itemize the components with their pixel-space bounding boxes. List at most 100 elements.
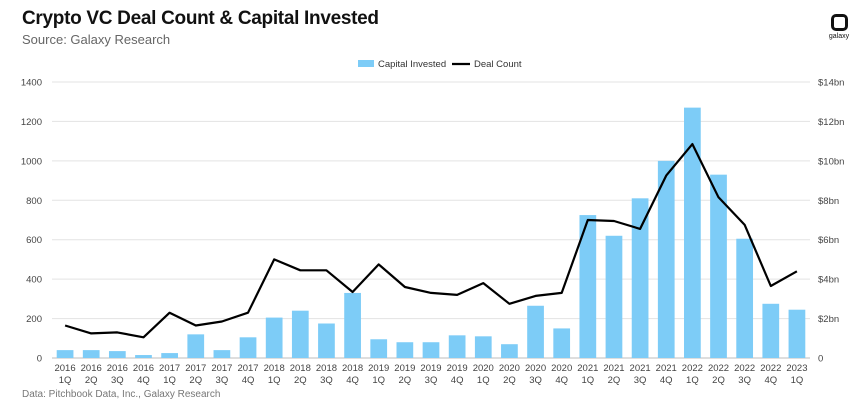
- x-tick-label-year: 2017: [237, 363, 258, 374]
- capital-invested-bar: [736, 238, 754, 358]
- x-tick-label-quarter: 3Q: [320, 375, 333, 386]
- y-left-tick-label: 1000: [21, 156, 42, 167]
- deal-count-line: [64, 143, 798, 339]
- x-tick-label-year: 2019: [394, 363, 415, 374]
- x-tick-label-quarter: 2Q: [503, 375, 516, 386]
- capital-invested-bar: [187, 334, 205, 358]
- x-tick-label-year: 2022: [708, 363, 729, 374]
- y-right-tick-label: $8bn: [818, 196, 839, 207]
- legend-label-deal-count: Deal Count: [474, 59, 522, 70]
- x-tick-label-year: 2022: [734, 363, 755, 374]
- y-right-tick-label: $10bn: [818, 156, 844, 167]
- capital-invested-bar: [135, 355, 152, 358]
- capital-invested-bar: [239, 337, 257, 358]
- capital-invested-bar: [788, 309, 806, 358]
- y-left-tick-label: 1400: [21, 78, 42, 89]
- galaxy-logo: galaxy: [824, 14, 854, 48]
- x-tick-label-year: 2021: [630, 363, 651, 374]
- x-tick-label-year: 2017: [159, 363, 180, 374]
- x-tick-label-quarter: 4Q: [346, 375, 359, 386]
- capital-invested-bar: [657, 160, 675, 358]
- chart-title: Crypto VC Deal Count & Capital Invested: [22, 8, 379, 29]
- capital-invested-bar: [370, 339, 388, 358]
- x-tick-label-year: 2016: [107, 363, 128, 374]
- x-tick-label-quarter: 2Q: [712, 375, 725, 386]
- x-tick-label-quarter: 4Q: [660, 375, 673, 386]
- x-tick-label-quarter: 1Q: [477, 375, 490, 386]
- x-tick-label-year: 2022: [760, 363, 781, 374]
- x-tick-label-quarter: 1Q: [163, 375, 176, 386]
- x-tick-label-year: 2017: [211, 363, 232, 374]
- y-right-tick-label: $2bn: [818, 314, 839, 325]
- capital-invested-bar: [213, 350, 231, 358]
- x-tick-label-quarter: 3Q: [529, 375, 542, 386]
- x-tick-label-quarter: 1Q: [686, 375, 699, 386]
- y-right-tick-label: $14bn: [818, 78, 844, 89]
- x-tick-label-year: 2020: [525, 363, 546, 374]
- capital-invested-bar: [82, 350, 100, 358]
- y-right-tick-label: $4bn: [818, 275, 839, 286]
- legend-label-capital-invested: Capital Invested: [378, 59, 446, 70]
- capital-invested-bar: [318, 323, 335, 358]
- x-tick-label-quarter: 2Q: [608, 375, 621, 386]
- x-tick-label-year: 2016: [81, 363, 102, 374]
- capital-invested-bar: [579, 215, 597, 358]
- capital-invested-bar: [448, 335, 466, 358]
- y-right-tick-label: $6bn: [818, 235, 839, 246]
- capital-invested-bar: [474, 336, 492, 358]
- capital-invested-bar: [605, 235, 623, 358]
- y-right-tick-label: $12bn: [818, 117, 844, 128]
- x-tick-label-year: 2018: [264, 363, 285, 374]
- capital-invested-bar: [527, 305, 544, 358]
- x-tick-label-quarter: 3Q: [738, 375, 751, 386]
- y-left-tick-label: 400: [26, 275, 42, 286]
- capital-invested-bar: [422, 342, 440, 358]
- x-tick-label-year: 2017: [185, 363, 206, 374]
- capital-invested-bar: [684, 107, 701, 358]
- x-tick-label-year: 2019: [368, 363, 389, 374]
- x-tick-label-quarter: 2Q: [399, 375, 412, 386]
- capital-invested-bar: [161, 353, 178, 358]
- x-tick-label-quarter: 1Q: [59, 375, 72, 386]
- y-right-tick-label: 0: [818, 354, 823, 365]
- x-tick-label-year: 2019: [447, 363, 468, 374]
- capital-invested-bar: [762, 303, 780, 358]
- x-tick-label-quarter: 2Q: [294, 375, 307, 386]
- x-tick-label-quarter: 1Q: [581, 375, 594, 386]
- galaxy-logo-text: galaxy: [828, 33, 850, 40]
- x-tick-label-year: 2020: [473, 363, 494, 374]
- x-tick-label-year: 2020: [551, 363, 572, 374]
- x-tick-label-quarter: 3Q: [111, 375, 124, 386]
- capital-invested-bar: [56, 350, 74, 358]
- footer-note: Data: Pitchbook Data, Inc., Galaxy Resea…: [22, 389, 221, 400]
- x-tick-label-year: 2018: [342, 363, 363, 374]
- capital-invested-bar: [710, 174, 727, 358]
- legend-swatch-capital-invested: [358, 60, 374, 67]
- x-tick-label-year: 2018: [316, 363, 337, 374]
- galaxy-logo-icon: [830, 14, 848, 31]
- x-tick-label-year: 2018: [290, 363, 311, 374]
- capital-invested-bar: [108, 351, 126, 358]
- y-left-tick-label: 800: [26, 196, 42, 207]
- y-left-tick-label: 0: [37, 354, 42, 365]
- x-tick-label-quarter: 2Q: [85, 375, 98, 386]
- x-tick-label-year: 2019: [420, 363, 441, 374]
- y-left-tick-label: 600: [26, 235, 42, 246]
- x-tick-label-year: 2016: [133, 363, 154, 374]
- x-tick-label-quarter: 1Q: [791, 375, 804, 386]
- x-tick-label-year: 2021: [603, 363, 624, 374]
- x-tick-label-quarter: 3Q: [425, 375, 438, 386]
- x-tick-label-quarter: 4Q: [555, 375, 568, 386]
- x-tick-label-quarter: 1Q: [372, 375, 385, 386]
- capital-invested-bar: [396, 342, 414, 358]
- x-tick-label-year: 2021: [656, 363, 677, 374]
- capital-invested-bar: [344, 292, 361, 358]
- x-tick-label-quarter: 4Q: [242, 375, 255, 386]
- x-tick-label-quarter: 1Q: [268, 375, 281, 386]
- x-tick-label-year: 2023: [786, 363, 807, 374]
- capital-invested-bar: [291, 310, 309, 358]
- x-tick-label-quarter: 4Q: [451, 375, 464, 386]
- capital-invested-bar: [631, 198, 649, 358]
- x-tick-label-year: 2022: [682, 363, 703, 374]
